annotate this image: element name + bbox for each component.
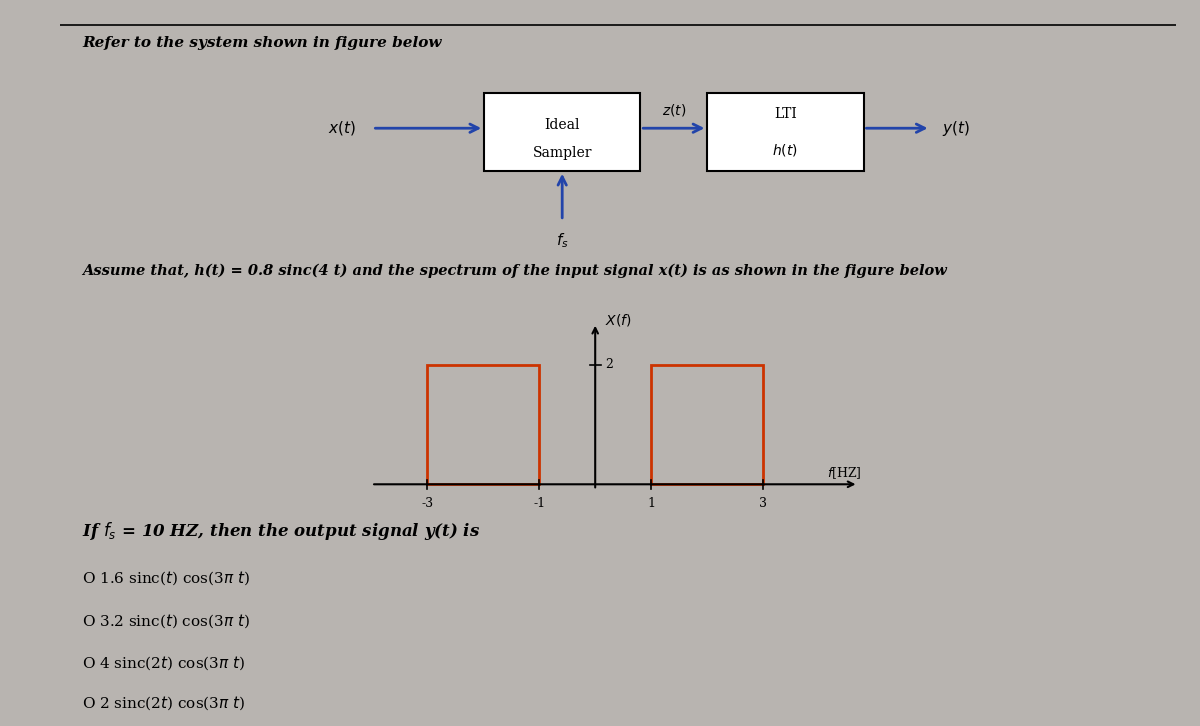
Text: O 3.2 sinc($t$) cos(3$\pi$ $t$): O 3.2 sinc($t$) cos(3$\pi$ $t$) — [83, 612, 250, 629]
Text: $y(t)$: $y(t)$ — [942, 119, 970, 138]
Text: -3: -3 — [421, 497, 433, 510]
Text: If $f_s$ = 10 HZ, then the output signal y(t) is: If $f_s$ = 10 HZ, then the output signal… — [83, 520, 480, 542]
Text: LTI: LTI — [774, 107, 797, 121]
Text: $f$[HZ]: $f$[HZ] — [827, 465, 862, 481]
Text: Sampler: Sampler — [533, 146, 592, 160]
Text: $f_s$: $f_s$ — [556, 232, 569, 250]
Text: Ideal: Ideal — [545, 118, 580, 131]
FancyBboxPatch shape — [707, 93, 864, 171]
Text: 1: 1 — [647, 497, 655, 510]
Text: O 2 sinc(2$t$) cos(3$\pi$ $t$): O 2 sinc(2$t$) cos(3$\pi$ $t$) — [83, 694, 246, 711]
Text: $z(t)$: $z(t)$ — [661, 102, 686, 118]
Text: -1: -1 — [533, 497, 545, 510]
FancyBboxPatch shape — [484, 93, 641, 171]
Text: Refer to the system shown in figure below: Refer to the system shown in figure belo… — [83, 36, 442, 49]
Bar — [427, 364, 539, 484]
Bar — [652, 364, 763, 484]
Text: 2: 2 — [605, 358, 613, 371]
Text: $h(t)$: $h(t)$ — [773, 142, 798, 158]
Text: Assume that, h(t) = 0.8 sinc(4 t) and the spectrum of the input signal x(t) is a: Assume that, h(t) = 0.8 sinc(4 t) and th… — [83, 264, 947, 278]
Text: O 4 sinc(2$t$) cos(3$\pi$ $t$): O 4 sinc(2$t$) cos(3$\pi$ $t$) — [83, 655, 246, 672]
Text: O 1.6 sinc($t$) cos(3$\pi$ $t$): O 1.6 sinc($t$) cos(3$\pi$ $t$) — [83, 569, 251, 587]
Text: 3: 3 — [760, 497, 767, 510]
Text: $X(f)$: $X(f)$ — [605, 312, 632, 328]
Text: $x(t)$: $x(t)$ — [328, 119, 355, 137]
